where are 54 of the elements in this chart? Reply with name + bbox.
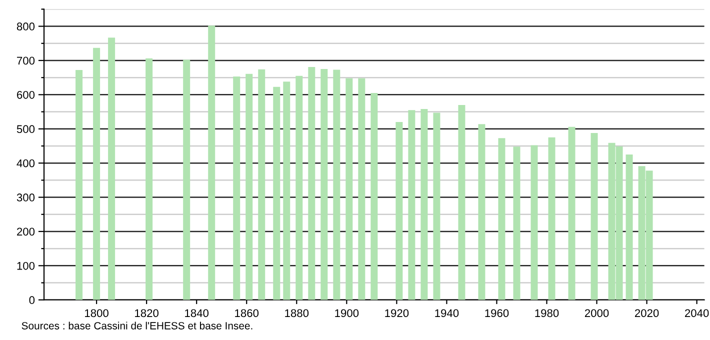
x-tick-label: 1960 — [485, 309, 509, 318]
x-tick-label: 2040 — [685, 309, 709, 318]
bar — [283, 82, 290, 300]
bar — [320, 69, 328, 300]
bar — [408, 110, 416, 300]
x-tick-label: 1800 — [85, 309, 108, 318]
bar — [396, 122, 403, 300]
bar — [358, 78, 366, 300]
y-tick-label: 0 — [29, 296, 35, 304]
bar — [370, 92, 378, 300]
x-tick-label: 1820 — [135, 309, 158, 318]
y-tick-label: 400 — [16, 159, 35, 168]
bar — [258, 69, 266, 300]
bar — [146, 58, 153, 300]
bar — [478, 124, 486, 300]
bar — [246, 74, 253, 300]
x-tick-label: 2020 — [634, 309, 659, 318]
x-tick-label: 2000 — [584, 309, 609, 318]
x-tick-label: 1900 — [335, 309, 359, 318]
x-tick-label: 1940 — [435, 309, 459, 318]
bar — [108, 38, 116, 300]
y-tick-label: 700 — [17, 56, 35, 65]
bar — [530, 145, 538, 300]
bar — [296, 76, 303, 300]
bar — [233, 76, 240, 300]
bar — [346, 78, 353, 300]
bar — [308, 66, 316, 300]
x-tick-label: 1920 — [385, 309, 409, 318]
bar — [568, 126, 576, 300]
bar — [93, 48, 100, 300]
source-note: Sources : base Cassini de l'EHESS et base Insee. — [22, 322, 252, 330]
y-tick-label: 500 — [16, 125, 35, 134]
y-tick-label: 300 — [16, 194, 35, 202]
y-tick-label: 600 — [17, 90, 35, 99]
bar — [498, 138, 506, 300]
bar — [208, 26, 216, 300]
x-tick-label: 1980 — [535, 309, 559, 318]
x-tick-label: 1840 — [185, 309, 209, 318]
x-tick-label: 1880 — [285, 309, 309, 318]
bar — [590, 132, 598, 300]
bar — [626, 154, 633, 300]
bar — [420, 109, 428, 300]
y-tick-label: 200 — [17, 228, 35, 236]
bar — [513, 146, 520, 300]
bar — [273, 86, 280, 300]
y-tick-label: 100 — [17, 262, 35, 270]
bar — [183, 60, 190, 300]
bar — [548, 137, 556, 300]
bar — [433, 112, 440, 300]
y-tick-label: 800 — [16, 22, 35, 30]
bar — [76, 70, 83, 300]
bar — [458, 104, 466, 300]
x-tick-label: 1860 — [235, 309, 259, 318]
bar — [333, 70, 340, 300]
